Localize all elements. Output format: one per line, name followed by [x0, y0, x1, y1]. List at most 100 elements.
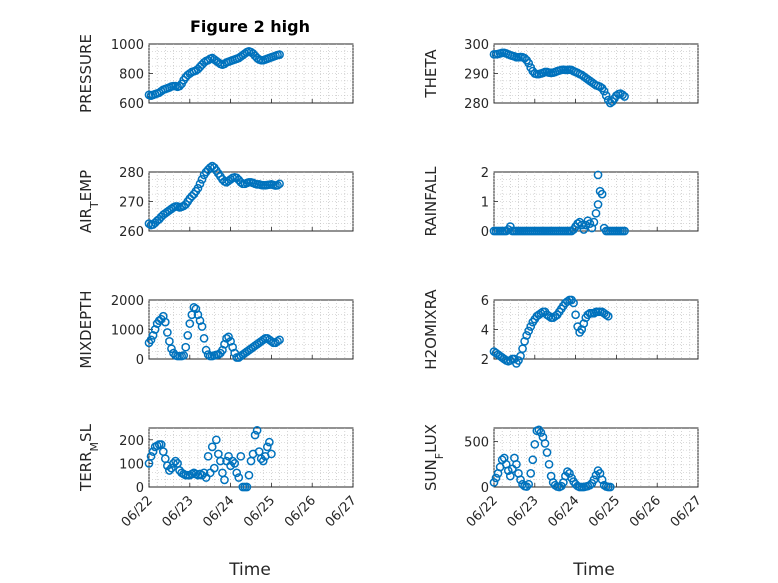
data-point [542, 448, 552, 457]
subplot-7: 0 100 200 06/22 06/23 06/24 06/25 06/26 06/27 TER… [77, 423, 360, 530]
data-point [234, 473, 244, 482]
data-point [522, 482, 531, 491]
data-point [203, 350, 213, 359]
data-point [565, 469, 574, 478]
data-point [146, 335, 156, 345]
y-tick-label: 290 [464, 68, 489, 83]
y-axis-label: TERRMSL [77, 423, 101, 492]
x-tick-label: 06/23 [160, 493, 197, 530]
data-point [536, 428, 546, 437]
data-point [563, 297, 572, 306]
data-point [524, 326, 534, 336]
y-tick-label: 260 [119, 225, 144, 240]
data-point [526, 322, 536, 331]
x-axis-label-left: Time [228, 560, 271, 580]
data-point [224, 332, 233, 342]
data-point [491, 473, 501, 483]
data-point [167, 463, 176, 473]
data-point [211, 435, 221, 445]
data-point [544, 459, 554, 469]
data-point [597, 475, 607, 485]
y-tick-label: 800 [119, 68, 144, 83]
x-tick-label: 06/25 [241, 493, 278, 530]
data-point [585, 219, 595, 228]
y-tick-label: 1 [481, 196, 489, 211]
figure-title: Figure 2 high [190, 17, 310, 36]
data-point [569, 298, 578, 308]
data-point [252, 426, 262, 435]
data-point [618, 90, 627, 100]
y-axis-label: PRESSURE [77, 34, 95, 113]
y-tick-label: 300 [464, 38, 489, 53]
data-point [589, 475, 599, 485]
y-tick-label: 200 [119, 434, 144, 449]
data-point [171, 456, 180, 466]
subplot-5: 0 1000 2000 MIXDEPTH [77, 290, 354, 369]
x-axis-label-right: Time [572, 560, 615, 580]
data-point [524, 58, 534, 68]
data-point [228, 456, 237, 466]
data-point [601, 310, 611, 320]
data-point [236, 451, 246, 461]
data-point [209, 463, 219, 473]
data-point [514, 356, 523, 365]
y-axis-label: RAINFALL [422, 166, 440, 237]
data-point [146, 451, 156, 461]
x-tick-label: 06/22 [119, 493, 156, 530]
data-point [250, 430, 260, 440]
subplot-8: 0 500 06/22 06/23 06/24 06/25 06/26 06/27 SUNFLU… [422, 424, 705, 530]
subplot-6: 2 4 6 H2OMIXRA [422, 289, 699, 370]
data-point [530, 439, 540, 449]
data-point [216, 456, 225, 466]
data-point [244, 470, 254, 480]
x-tick-label: 06/26 [282, 493, 319, 530]
data-point [199, 468, 209, 478]
x-tick-label: 06/24 [200, 493, 237, 530]
data-point [571, 310, 580, 320]
data-point [207, 442, 217, 452]
data-point [603, 311, 613, 321]
data-point [273, 336, 282, 346]
data-point [148, 447, 158, 456]
data-point [258, 456, 268, 466]
data-point [585, 480, 595, 490]
data-point [589, 217, 599, 227]
data-point [183, 331, 193, 340]
data-point [193, 183, 203, 193]
data-point [199, 334, 209, 343]
data-point [273, 180, 282, 190]
y-tick-label: 0 [136, 481, 144, 496]
data-point [512, 459, 521, 469]
data-point [591, 470, 601, 480]
data-point [165, 466, 174, 475]
data-point [265, 437, 274, 447]
y-tick-label: 100 [119, 457, 144, 472]
data-point [167, 344, 176, 354]
data-point [612, 91, 621, 100]
data-point [601, 91, 611, 100]
x-tick-label: 06/22 [464, 493, 501, 530]
data-point [195, 179, 205, 189]
data-point [201, 345, 211, 355]
data-point [185, 319, 195, 328]
data-point [593, 170, 603, 180]
x-tick-label: 06/24 [545, 493, 582, 530]
y-tick-label: 270 [119, 196, 144, 211]
data-point [522, 331, 531, 340]
data-point [262, 442, 272, 452]
data-point [189, 303, 199, 312]
y-tick-label: 6 [481, 294, 489, 309]
data-point [599, 86, 609, 96]
data-point [489, 478, 499, 487]
y-tick-label: 1000 [111, 324, 144, 339]
data-point [275, 179, 284, 189]
data-point [242, 482, 252, 492]
data-point [524, 479, 534, 489]
data-point [144, 219, 154, 228]
y-tick-label: 2 [481, 166, 489, 181]
data-point [160, 317, 170, 327]
data-point [169, 459, 178, 468]
data-point [516, 475, 525, 485]
data-point [175, 81, 184, 91]
y-tick-label: 1000 [111, 38, 144, 53]
